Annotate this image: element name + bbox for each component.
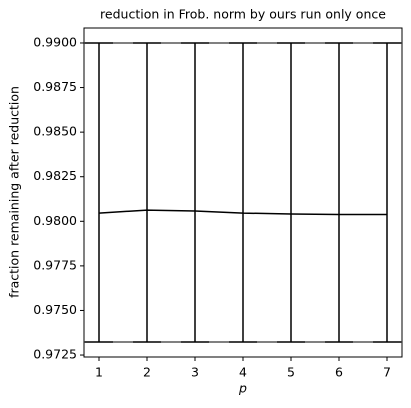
x-axis-label: p <box>238 381 247 396</box>
y-tick-label: 0.9800 <box>33 213 77 228</box>
x-tick-label: 3 <box>191 365 199 380</box>
x-tick-label: 7 <box>383 365 391 380</box>
y-tick-label: 0.9725 <box>33 347 77 362</box>
y-tick-label: 0.9850 <box>33 124 77 139</box>
y-tick-label: 0.9875 <box>33 79 77 94</box>
chart-title: reduction in Frob. norm by ours run only… <box>100 7 386 22</box>
x-tick-label: 4 <box>239 365 247 380</box>
plot-frame <box>83 27 403 358</box>
y-tick-label: 0.9775 <box>33 257 77 272</box>
x-tick-label: 6 <box>335 365 343 380</box>
x-tick-label: 5 <box>287 365 295 380</box>
y-axis-label: fraction remaining after reduction <box>7 86 22 298</box>
y-tick-label: 0.9900 <box>33 34 77 49</box>
y-tick-label: 0.9825 <box>33 168 77 183</box>
x-tick-label: 1 <box>95 365 103 380</box>
x-tick-label: 2 <box>143 365 151 380</box>
line <box>98 209 387 216</box>
y-tick-label: 0.9750 <box>33 302 77 317</box>
